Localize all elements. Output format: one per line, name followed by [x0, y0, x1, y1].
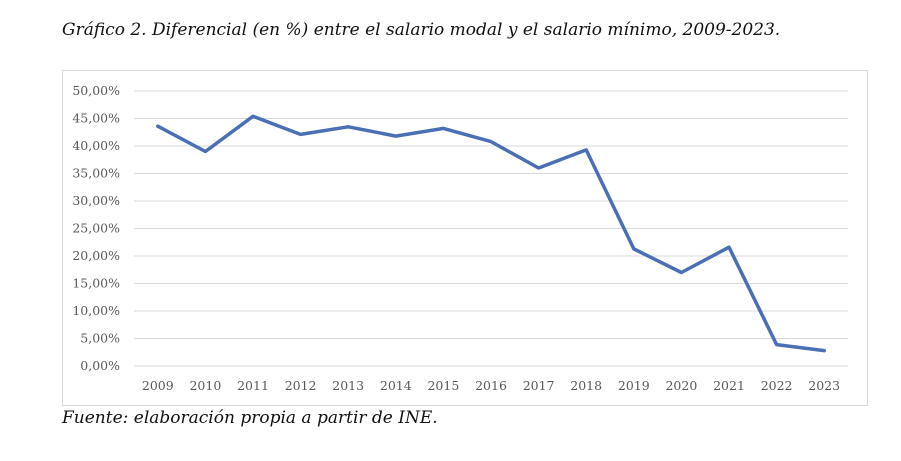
series-line: [156, 114, 826, 353]
x-tick-label: 2020: [665, 378, 697, 393]
y-tick-label: 40,00%: [72, 138, 120, 153]
chart-title: Gráfico 2. Diferencial (en %) entre el s…: [62, 20, 781, 40]
y-tick-label: 0,00%: [80, 358, 120, 373]
y-tick-label: 25,00%: [72, 221, 120, 236]
x-tick-label: 2012: [285, 378, 317, 393]
x-tick-label: 2021: [713, 378, 745, 393]
y-tick-label: 50,00%: [72, 83, 120, 98]
y-tick-label: 10,00%: [72, 303, 120, 318]
chart-frame: [62, 70, 868, 406]
gridlines: [134, 90, 848, 367]
x-tick-label: 2019: [618, 378, 650, 393]
x-tick-label: 2013: [332, 378, 364, 393]
chart-source: Fuente: elaboración propia a partir de I…: [62, 408, 438, 428]
y-tick-label: 20,00%: [72, 248, 120, 263]
x-tick-label: 2018: [570, 378, 602, 393]
x-tick-label: 2022: [761, 378, 793, 393]
x-tick-label: 2017: [523, 378, 555, 393]
y-axis-tick-labels: 0,00% 5,00% 10,00% 15,00% 20,00% 25,00% 30,00%…: [72, 83, 120, 373]
y-tick-label: 35,00%: [72, 166, 120, 181]
y-tick-label: 15,00%: [72, 276, 120, 291]
x-tick-label: 2011: [237, 378, 269, 393]
y-tick-label: 45,00%: [72, 111, 120, 126]
x-tick-label: 2014: [380, 378, 412, 393]
x-tick-label: 2016: [475, 378, 507, 393]
x-axis-tick-labels: 2009 2010 2011 2012 2013 2014 2015 2016 2017 2018…: [142, 378, 840, 393]
y-tick-label: 30,00%: [72, 193, 120, 208]
x-tick-label: 2010: [189, 378, 221, 393]
y-tick-label: 5,00%: [80, 331, 120, 346]
series-lines: [156, 114, 826, 353]
x-tick-label: 2009: [142, 378, 174, 393]
x-tick-label: 2015: [427, 378, 459, 393]
x-tick-label: 2023: [808, 378, 840, 393]
